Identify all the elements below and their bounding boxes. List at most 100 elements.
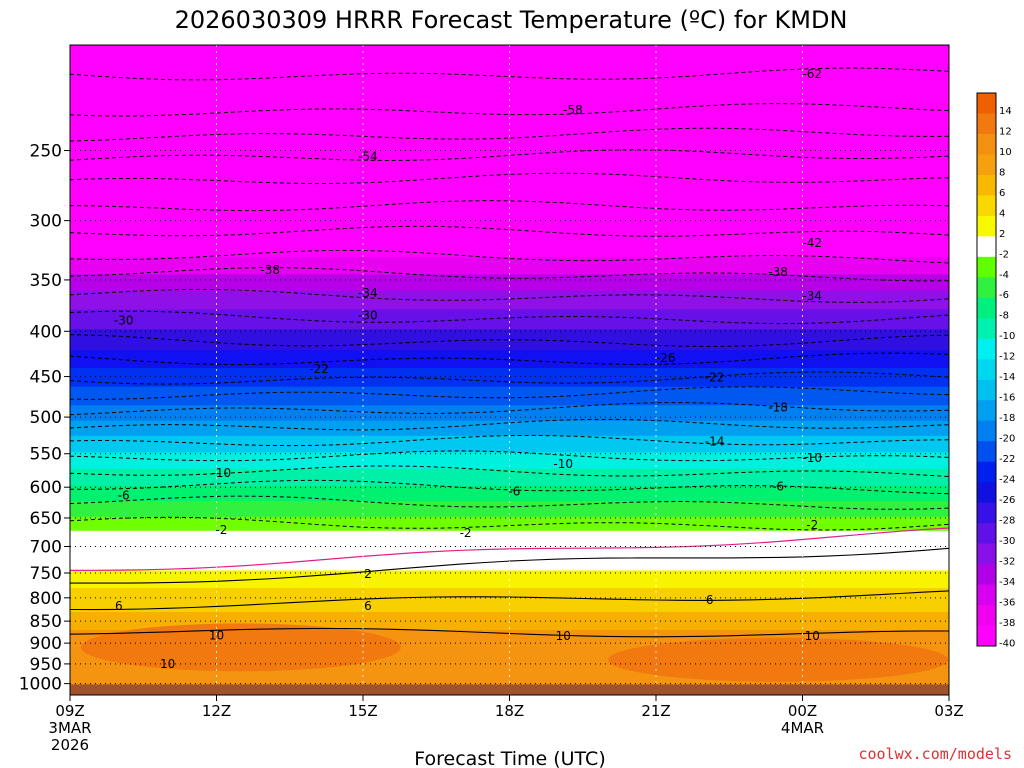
colorbar-swatch: [977, 502, 996, 524]
colorbar-swatch: [977, 195, 996, 217]
colorbar-label: -26: [999, 495, 1015, 506]
x-tick-label: 18Z: [495, 702, 524, 720]
y-tick-label: 800: [30, 589, 62, 609]
colorbar-label: 4: [999, 208, 1005, 219]
contour-label: 10: [160, 657, 175, 671]
colorbar-swatch: [977, 338, 996, 360]
colorbar-label: -32: [999, 557, 1015, 568]
contour-label: -58: [563, 103, 583, 117]
colorbar-swatch: [977, 400, 996, 422]
colorbar-label: -18: [999, 413, 1015, 424]
contour-label: 2: [364, 567, 372, 581]
colorbar-label: -6: [999, 290, 1009, 301]
x-tick-label: 21Z: [641, 702, 670, 720]
colorbar-swatch: [977, 584, 996, 606]
contour-label: 6: [115, 599, 123, 613]
contour-label: -30: [114, 314, 134, 328]
y-tick-label: 500: [30, 408, 62, 428]
colorbar-label: -30: [999, 536, 1015, 547]
colorbar-swatch: [977, 215, 996, 237]
contour-label: 6: [364, 599, 372, 613]
contour-label: 6: [706, 593, 714, 607]
x-tick-label: 03Z: [934, 702, 963, 720]
colorbar-legend: 14 12 10 8 6 4 2 -2 -4 -6 -8 -10 -12 -14 -16 -18 -20 -22 -…: [976, 92, 1015, 649]
contour-label: -2: [460, 526, 472, 540]
y-tick-label: 350: [30, 271, 62, 291]
plot-area: -62-58-54-42-38 -38-34 -34-30 -30-26-22-22-…: [70, 45, 949, 695]
colorbar-label: 2: [999, 229, 1005, 240]
contour-label: -62: [802, 67, 822, 81]
colorbar-label: -10: [999, 331, 1015, 342]
colorbar-label: -36: [999, 598, 1015, 609]
contour-label: -22: [705, 370, 725, 384]
colorbar-swatch: [977, 236, 996, 258]
colorbar-label: -40: [999, 638, 1015, 649]
colorbar-label: -20: [999, 434, 1015, 445]
colorbar-label: -8: [999, 311, 1009, 322]
contour-label: -34: [358, 286, 378, 300]
y-tick-label: 900: [30, 634, 62, 654]
colorbar-label: 10: [999, 147, 1012, 158]
x-axis-label: Forecast Time (UTC): [414, 748, 605, 768]
y-tick-label: 650: [30, 509, 62, 529]
contour-label: 10: [805, 629, 820, 643]
colorbar-label: -14: [999, 372, 1015, 383]
contour-label: -6: [118, 488, 130, 502]
colorbar-swatch: [977, 256, 996, 278]
contour-label: -2: [806, 518, 818, 532]
contour-label: -10: [553, 457, 573, 471]
contour-label: -10: [212, 466, 232, 480]
colorbar-label: -4: [999, 270, 1009, 281]
colorbar-swatch: [977, 625, 996, 647]
colorbar-label: 12: [999, 126, 1012, 137]
colorbar-swatch: [977, 523, 996, 545]
colorbar-swatch: [977, 297, 996, 319]
colorbar-swatch: [977, 174, 996, 196]
colorbar-label: 14: [999, 106, 1012, 117]
colorbar-swatch: [977, 93, 996, 114]
colorbar-swatch: [977, 318, 996, 340]
contour-label: -54: [358, 150, 378, 164]
y-tick-label: 450: [30, 368, 62, 388]
y-tick-label: 600: [30, 478, 62, 498]
contour-label: -22: [309, 362, 329, 376]
chart-title: 2026030309 HRRR Forecast Temperature (ºC…: [175, 6, 848, 34]
colorbar-label: 6: [999, 188, 1005, 199]
colorbar-swatch: [977, 564, 996, 586]
x-tick-label: 12Z: [202, 702, 231, 720]
colorbar-swatch: [977, 133, 996, 155]
contour-label: -10: [802, 451, 822, 465]
y-tick-label: 300: [30, 212, 62, 232]
contour-label: -26: [656, 351, 676, 365]
x-tick-sublabel: 3MAR: [48, 719, 91, 737]
temperature-bands: [70, 257, 949, 695]
contour-label: -14: [705, 435, 725, 449]
colorbar-label: -24: [999, 475, 1015, 486]
x-tick-label: 00Z: [788, 702, 817, 720]
colorbar-swatch: [977, 543, 996, 565]
contour-label: -38: [768, 265, 788, 279]
x-tick-sublabel: 4MAR: [781, 719, 824, 737]
contour-label: -38: [260, 263, 280, 277]
y-tick-label: 1000: [19, 675, 62, 695]
contour-label: -6: [772, 480, 784, 494]
contour-label: -18: [768, 401, 788, 415]
colorbar-swatch: [977, 359, 996, 381]
colorbar-label: -12: [999, 352, 1015, 363]
y-tick-label: 750: [30, 564, 62, 584]
ground-below-surface: [70, 684, 949, 695]
y-tick-label: 250: [30, 142, 62, 162]
contour-labels: -62-58-54-42-38 -38-34 -34-30 -30-26-22-22-…: [114, 67, 822, 671]
colorbar-swatch: [977, 420, 996, 442]
x-tick-label: 09Z: [55, 702, 84, 720]
y-tick-label: 700: [30, 537, 62, 557]
colorbar-swatch: [977, 441, 996, 463]
colorbar-swatch: [977, 154, 996, 176]
colorbar-label: -38: [999, 618, 1015, 629]
colorbar-label: -22: [999, 454, 1015, 465]
colorbar-swatch: [977, 277, 996, 299]
colorbar-swatch: [977, 379, 996, 401]
x-tick-label: 15Z: [348, 702, 377, 720]
y-tick-label: 850: [30, 612, 62, 632]
